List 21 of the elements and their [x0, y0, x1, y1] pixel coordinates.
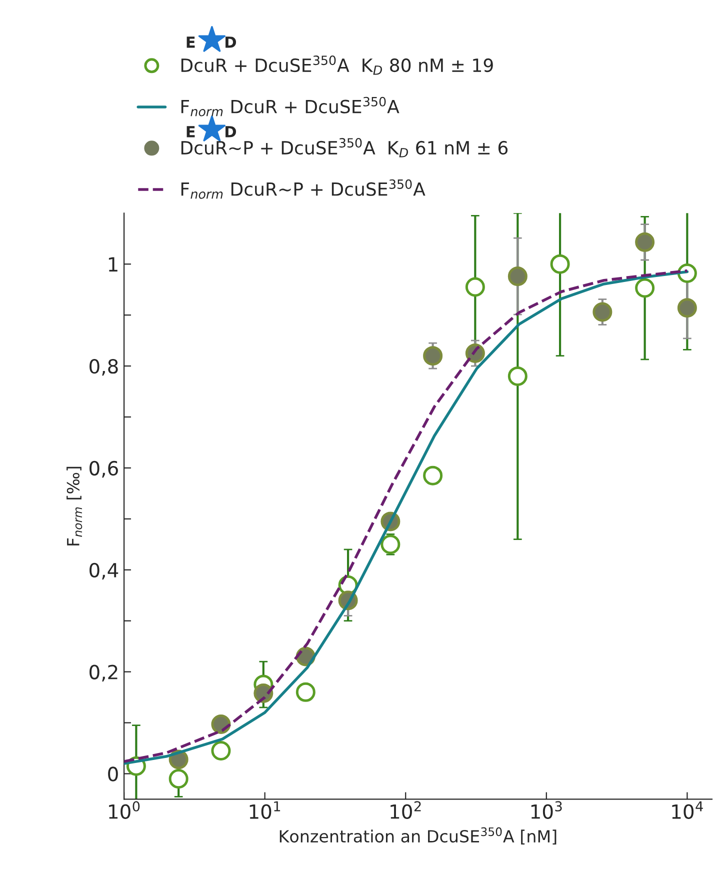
x-tick-label: 10$^{2}$ [390, 801, 421, 819]
legend-label: DcuR + DcuSE$^{350}$A K$_{D}$ 80 nM ± 19 [181, 56, 493, 75]
y-tick-label: 0,2 [90, 664, 118, 682]
x-tick-label: 10$^{4}$ [672, 801, 703, 819]
y-axis-title: F$_{norm}$ [‰] [66, 466, 82, 546]
text: D [226, 36, 236, 48]
y-tick-label: 1 [108, 257, 118, 272]
y-tick-label: 0,4 [90, 562, 118, 580]
x-tick-label: 10$^{0}$ [109, 801, 140, 819]
x-axis-title: Konzentration an DcuSE$^{350}$A [nM] [280, 827, 556, 845]
text: E [186, 36, 195, 48]
y-tick-label: 0,6 [90, 460, 118, 478]
x-tick-label: 10$^{3}$ [531, 801, 562, 819]
y-tick-label: 0 [108, 766, 118, 782]
legend-label: F$_{norm}$ DcuR~P + DcuSE$^{350}$A [181, 179, 426, 199]
y-tick-label: 0,8 [90, 358, 118, 376]
legend-label: DcuR~P + DcuSE$^{350}$A K$_{D}$ 61 nM ± 6 [181, 138, 508, 158]
legend-label: F$_{norm}$ DcuR + DcuSE$^{350}$A [181, 96, 400, 116]
x-tick-label: 10$^{1}$ [250, 801, 280, 819]
text: D [226, 126, 236, 138]
text: E [186, 126, 195, 138]
